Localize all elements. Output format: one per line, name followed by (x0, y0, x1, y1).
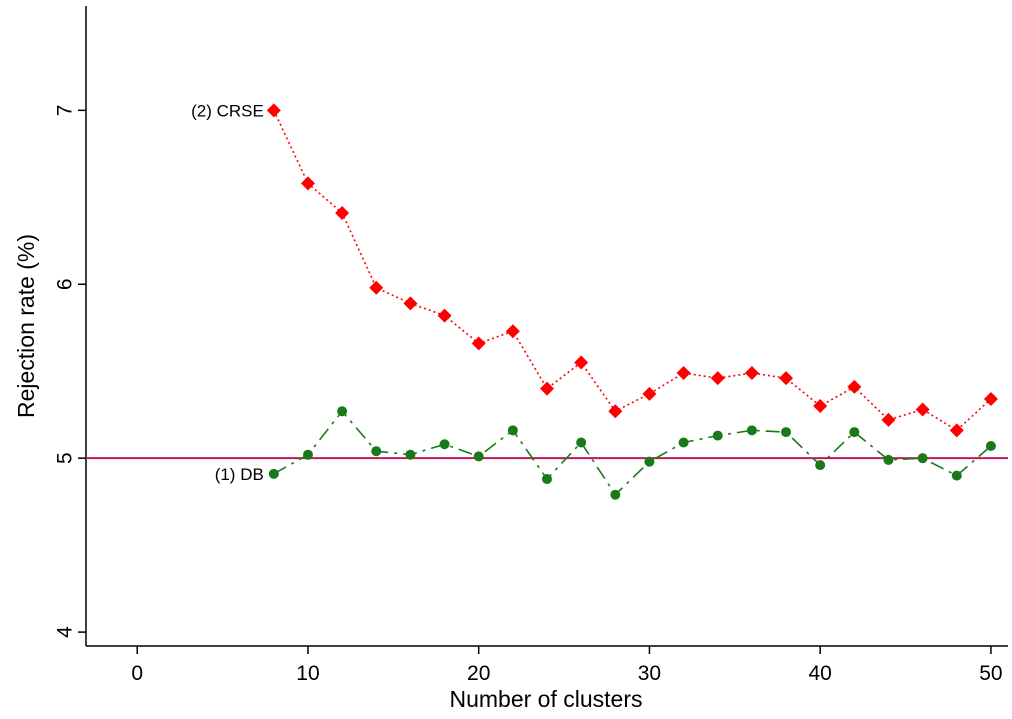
db-series-line (273, 409, 992, 496)
series-group: (1) DB (2) CRSE (191, 101, 998, 500)
y-tick-label: 4 (53, 626, 76, 638)
crse-point (983, 392, 998, 407)
db-point (610, 489, 621, 500)
db-point (405, 449, 416, 460)
axes: 0 10 20 30 40 50 4 5 6 7 (53, 6, 1008, 685)
x-tick-label: 30 (638, 662, 661, 685)
crse-point (300, 176, 315, 191)
crse-point (403, 296, 418, 311)
db-point (849, 427, 860, 438)
db-point (542, 474, 552, 485)
crse-point (369, 280, 384, 295)
y-axis-title: Rejection rate (%) (13, 234, 39, 418)
crse-point (779, 371, 794, 386)
db-point (781, 427, 792, 438)
crse-point (505, 324, 520, 339)
x-tick-label: 50 (979, 662, 1002, 685)
crse-series-line (273, 109, 992, 432)
db-point (712, 430, 723, 441)
crse-point (813, 399, 828, 413)
db-point (439, 439, 450, 450)
db-point (371, 446, 382, 457)
x-tick-label: 0 (131, 662, 143, 685)
crse-point (915, 402, 930, 417)
crse-point (437, 308, 452, 323)
db-point (644, 456, 655, 467)
y-tick-label: 6 (53, 278, 76, 290)
db-point (337, 406, 348, 417)
db-point (985, 441, 996, 451)
crse-point (676, 365, 691, 380)
x-tick-label: 20 (467, 662, 490, 685)
x-tick-label: 10 (296, 662, 319, 685)
crse-point (642, 386, 657, 401)
crse-series-label: (2) CRSE (191, 101, 264, 120)
db-point (302, 449, 313, 460)
db-point (507, 425, 518, 436)
crse-point (881, 412, 896, 427)
y-tick-label: 5 (53, 452, 76, 464)
crse-point (949, 423, 964, 438)
x-axis-title: Number of clusters (449, 686, 642, 712)
y-tick-label: 7 (53, 105, 76, 117)
db-point (883, 454, 894, 465)
crse-point (471, 336, 486, 351)
crse-point (540, 381, 554, 396)
db-point (815, 460, 826, 471)
x-tick-label: 40 (809, 662, 832, 685)
crse-point (335, 205, 350, 220)
crse-point (847, 379, 862, 394)
db-point (576, 437, 587, 448)
crse-point (608, 404, 623, 419)
db-point (473, 451, 484, 462)
db-point (678, 437, 689, 448)
crse-point (744, 365, 759, 380)
crse-point (574, 355, 589, 370)
db-point (951, 470, 962, 481)
db-point (268, 468, 279, 479)
crse-point (266, 103, 281, 118)
db-series-label: (1) DB (215, 465, 264, 484)
db-point (917, 453, 928, 464)
crse-point (710, 371, 725, 386)
db-point (746, 425, 757, 436)
